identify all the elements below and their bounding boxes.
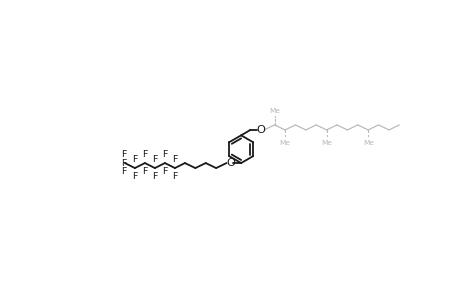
Text: F: F: [142, 167, 147, 176]
Text: O: O: [255, 125, 264, 135]
Text: Me: Me: [279, 140, 290, 146]
Text: F: F: [162, 150, 167, 159]
Text: Me: Me: [362, 140, 373, 146]
Text: F: F: [152, 155, 157, 164]
Text: F: F: [132, 172, 137, 181]
Text: F: F: [152, 172, 157, 181]
Text: F: F: [172, 172, 177, 181]
Text: Me: Me: [269, 109, 280, 115]
Text: F: F: [162, 167, 167, 176]
Text: F: F: [132, 155, 137, 164]
Text: F: F: [120, 167, 126, 176]
Text: O: O: [225, 158, 234, 168]
Text: F: F: [120, 150, 126, 159]
Text: F: F: [120, 158, 126, 167]
Text: F: F: [142, 150, 147, 159]
Text: F: F: [172, 155, 177, 164]
Text: Me: Me: [320, 140, 331, 146]
